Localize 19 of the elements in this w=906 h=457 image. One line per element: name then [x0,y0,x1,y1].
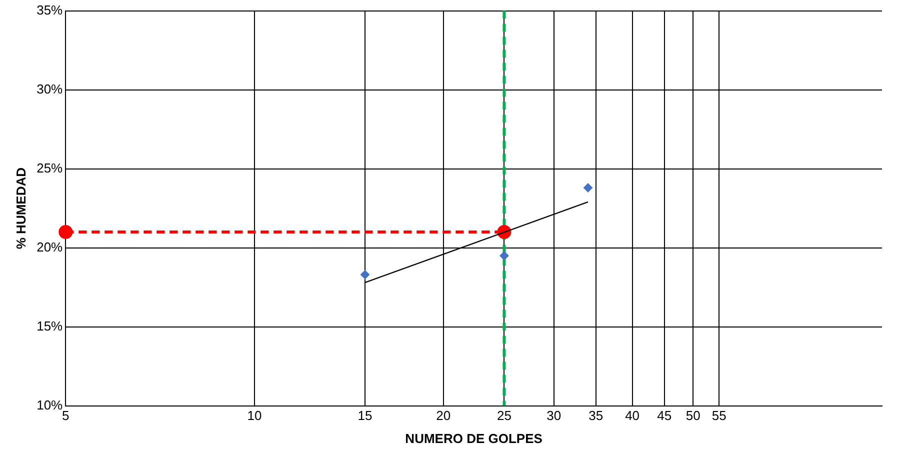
x-tick-label: 20 [436,408,451,424]
x-tick-label: 15 [358,408,372,424]
y-tick-label: 15% [36,318,64,334]
y-tick-label: 20% [36,239,64,254]
x-tick-label: 5 [62,408,70,424]
y-tick-label: 10% [36,397,64,412]
x-tick-label: 10 [247,408,262,424]
y-tick-label: 30% [36,81,64,96]
x-tick-label: 25 [496,408,512,424]
x-axis-title: NUMERO DE GOLPES [405,430,543,446]
x-tick-label: 45 [657,408,672,424]
x-tick-label: 30 [546,408,562,424]
x-tick-label: 50 [686,408,700,424]
x-tick-label: 40 [625,408,640,424]
y-tick-label: 35% [36,2,64,18]
y-tick-label: 25% [36,160,64,176]
y-axis-title: % HUMEDAD [13,167,28,250]
x-tick-label: 35 [588,408,604,424]
x-tick-label: 55 [712,408,726,424]
